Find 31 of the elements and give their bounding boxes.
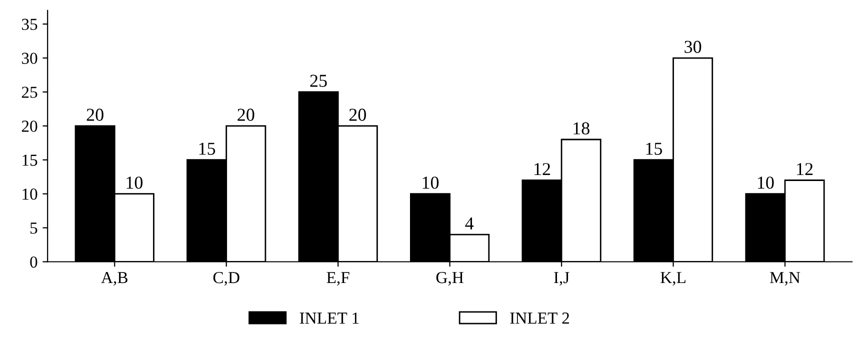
x-tick-label: I,J xyxy=(554,272,570,286)
data-label: 25 xyxy=(310,74,327,87)
data-label: 10 xyxy=(758,176,774,189)
y-tick-label: 25 xyxy=(22,86,38,98)
legend-label: INLET 2 xyxy=(510,312,569,324)
y-tick-label: 30 xyxy=(22,52,38,64)
x-tick-label: C,D xyxy=(213,272,240,286)
data-label: 30 xyxy=(684,40,702,53)
x-tick-label: E,F xyxy=(326,272,350,286)
y-tick-label: 10 xyxy=(22,188,38,200)
data-label: 20 xyxy=(86,108,104,121)
data-label: 18 xyxy=(574,122,590,134)
data-label: 4 xyxy=(465,217,474,230)
x-tick-label: G,H xyxy=(436,272,464,286)
data-label: 20 xyxy=(349,108,366,121)
x-tick-label: M,N xyxy=(770,272,800,286)
y-tick-label: 35 xyxy=(22,18,38,30)
data-label: 10 xyxy=(126,176,143,189)
data-label: 10 xyxy=(422,176,439,189)
y-tick-label: 0 xyxy=(30,256,38,268)
legend-label: INLET 1 xyxy=(300,312,359,324)
data-label: 12 xyxy=(534,163,550,176)
y-tick-label: 15 xyxy=(22,154,38,166)
y-tick-label: 5 xyxy=(30,222,38,234)
data-label: 20 xyxy=(238,108,254,121)
data-label: 12 xyxy=(797,163,813,176)
data-label: 15 xyxy=(646,142,662,155)
data-label: 15 xyxy=(199,142,216,155)
x-tick-label: K,L xyxy=(660,272,686,286)
y-tick-label: 20 xyxy=(22,120,38,132)
x-tick-label: A,B xyxy=(101,272,128,286)
